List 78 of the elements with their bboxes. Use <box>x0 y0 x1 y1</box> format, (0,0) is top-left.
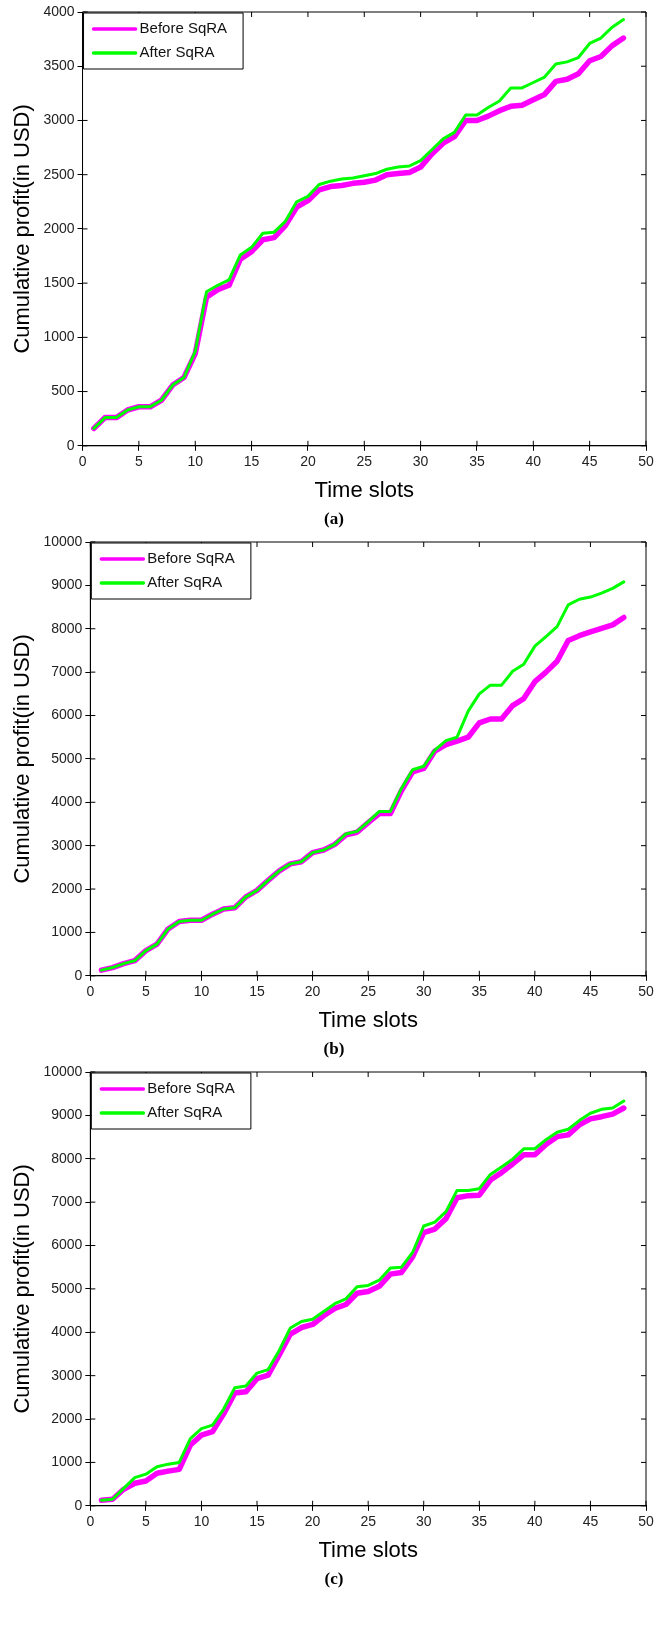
y-tick-label: 3000 <box>51 1366 83 1383</box>
y-tick-label: 1500 <box>43 273 75 290</box>
y-tick-label: 2500 <box>43 165 75 182</box>
x-tick-label: 20 <box>304 1513 321 1530</box>
x-tick-label: 30 <box>415 1513 432 1530</box>
y-tick-label: 500 <box>51 382 75 399</box>
y-tick-label: 0 <box>66 436 75 453</box>
legend-label: Before SqRA <box>147 549 235 567</box>
x-tick-label: 10 <box>187 453 204 470</box>
text: (a) <box>323 508 345 530</box>
x-tick-label: 0 <box>86 1513 95 1530</box>
y-tick-label: 1000 <box>51 923 83 940</box>
y-tick-label: 4000 <box>51 793 83 810</box>
x-tick-label: 40 <box>525 453 542 470</box>
x-tick-label: 15 <box>249 1513 266 1530</box>
x-tick-label: 30 <box>412 453 429 470</box>
x-tick-label: 0 <box>86 983 95 1000</box>
y-tick-label: 10000 <box>43 532 83 549</box>
x-tick-label: 45 <box>582 983 599 1000</box>
x-tick-label: 20 <box>304 983 321 1000</box>
legend-label: Before SqRA <box>147 1079 235 1097</box>
legend-label: After SqRA <box>139 43 215 61</box>
y-tick-label: 8000 <box>51 619 83 636</box>
x-tick-label: 45 <box>581 453 598 470</box>
y-tick-label: 0 <box>74 1496 83 1513</box>
x-tick-label: 15 <box>243 453 260 470</box>
x-tick-label: 35 <box>471 983 488 1000</box>
y-tick-label: 9000 <box>51 1106 83 1123</box>
x-tick-label: 50 <box>638 1513 654 1530</box>
text: (b) <box>322 1038 346 1060</box>
x-tick-label: 40 <box>527 983 543 1000</box>
y-tick-label: 7000 <box>51 1193 83 1209</box>
y-tick-label: 9000 <box>51 576 83 593</box>
x-tick-label: 35 <box>471 1513 488 1530</box>
x-tick-label: 10 <box>193 1513 210 1530</box>
x-tick-label: 50 <box>638 453 654 470</box>
text: (c) <box>323 1568 345 1590</box>
y-tick-label: 7000 <box>51 663 83 679</box>
x-tick-label: 5 <box>142 983 150 1000</box>
y-tick-label: 0 <box>74 966 83 983</box>
y-tick-label: 3000 <box>51 836 83 853</box>
y-tick-label: 5000 <box>51 749 83 766</box>
x-tick-label: 5 <box>134 453 143 470</box>
x-tick-label: 30 <box>415 983 432 1000</box>
x-tick-label: 25 <box>356 453 373 470</box>
x-tick-label: 10 <box>193 983 210 1000</box>
legend-label: After SqRA <box>147 573 223 591</box>
y-tick-label: 5000 <box>51 1279 83 1296</box>
x-axis-title: Time slots <box>318 1536 418 1562</box>
x-tick-label: 25 <box>360 983 377 1000</box>
x-tick-label: 50 <box>638 983 654 1000</box>
legend-label: Before SqRA <box>139 19 228 37</box>
y-tick-label: 2000 <box>51 1409 83 1426</box>
x-tick-label: 5 <box>142 1513 150 1530</box>
x-tick-label: 45 <box>582 1513 599 1530</box>
y-tick-label: 4000 <box>43 2 75 19</box>
y-tick-label: 2000 <box>43 219 75 236</box>
y-tick-label: 3500 <box>43 57 75 74</box>
y-tick-label: 2000 <box>51 879 83 896</box>
x-axis-title: Time slots <box>314 476 414 502</box>
legend-label: After SqRA <box>147 1103 223 1121</box>
x-tick-label: 25 <box>360 1513 377 1530</box>
x-axis-title: Time slots <box>318 1006 418 1032</box>
y-tick-label: 8000 <box>51 1149 83 1166</box>
y-tick-label: 4000 <box>51 1323 83 1340</box>
y-axis-title: Cumulative profit(in USD) <box>9 104 35 354</box>
y-tick-label: 6000 <box>51 706 83 723</box>
x-tick-label: 40 <box>527 1513 543 1530</box>
x-tick-label: 15 <box>249 983 266 1000</box>
y-tick-label: 10000 <box>43 1062 83 1079</box>
y-tick-label: 1000 <box>43 328 75 345</box>
y-axis-title: Cumulative profit(in USD) <box>9 634 35 884</box>
y-tick-label: 1000 <box>51 1453 83 1470</box>
y-axis-title: Cumulative profit(in USD) <box>9 1164 35 1414</box>
y-tick-label: 6000 <box>51 1236 83 1253</box>
x-tick-label: 20 <box>300 453 316 470</box>
x-tick-label: 35 <box>469 453 485 470</box>
y-tick-label: 3000 <box>43 111 75 128</box>
